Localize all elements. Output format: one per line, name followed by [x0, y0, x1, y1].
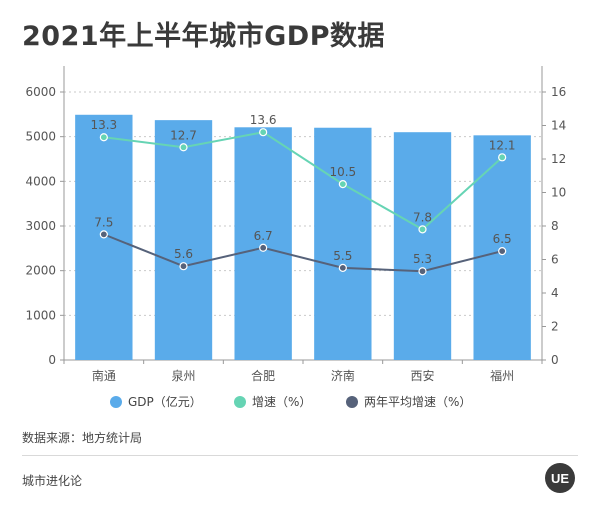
gdp-bar [393, 132, 452, 360]
avg-growth-point [179, 262, 188, 271]
y-tick-label-left: 1000 [25, 308, 56, 322]
brand-logo-text: UE [551, 471, 569, 486]
growth-data-label: 12.1 [489, 138, 516, 152]
avg-growth-data-label: 5.6 [174, 247, 193, 261]
avg-growth-point [338, 263, 347, 272]
y-tick-label-right: 16 [551, 85, 566, 99]
y-tick-label-right: 12 [551, 152, 566, 166]
growth-point [338, 180, 347, 189]
growth-data-label: 13.6 [250, 113, 277, 127]
brand-name: 城市进化论 [22, 474, 83, 488]
growth-line [103, 131, 503, 231]
divider [22, 455, 578, 456]
x-tick-label: 济南 [331, 368, 355, 383]
x-tick-label: 南通 [92, 368, 116, 383]
growth-data-label: 7.8 [413, 210, 432, 224]
y-tick-label-right: 2 [551, 320, 559, 334]
gdp-chart: 0 1000 2000 3000 4000 5000 6000 0 2 4 6 8 10 12 14 16 南通… [25, 66, 566, 409]
y-tick-label-right: 6 [551, 253, 559, 267]
growth-point [99, 133, 108, 142]
gdp-bar [154, 120, 213, 360]
x-tick-label: 西安 [410, 368, 434, 383]
growth-data-label: 13.3 [90, 118, 117, 132]
avg-growth-data-label: 7.5 [94, 215, 113, 229]
y-tick-label-left: 3000 [25, 219, 56, 233]
legend-gdp-label: GDP（亿元） [128, 394, 202, 409]
avg-growth-data-label: 5.3 [413, 252, 432, 266]
legend-avg-growth-label: 两年平均增速（%） [364, 395, 471, 409]
growth-data-label: 10.5 [329, 165, 356, 179]
brand-logo-icon: UE [545, 463, 575, 493]
y-tick-label-right: 4 [551, 286, 559, 300]
y-tick-label-left: 0 [48, 353, 56, 367]
avg-growth-data-label: 6.7 [254, 229, 273, 243]
avg-growth-point [99, 230, 108, 239]
y-tick-label-left: 4000 [25, 174, 56, 188]
legend-gdp-marker [110, 396, 122, 408]
avg-growth-point [418, 267, 427, 276]
growth-point [179, 143, 188, 152]
avg-growth-point [498, 247, 507, 256]
x-tick-label: 泉州 [171, 369, 195, 383]
avg-growth-data-label: 6.5 [493, 232, 512, 246]
y-tick-label-left: 6000 [25, 85, 56, 99]
avg-growth-line [103, 233, 503, 273]
chart-title: 2021年上半年城市GDP数据 [22, 21, 386, 52]
y-tick-label-left: 2000 [25, 264, 56, 278]
x-tick-label: 福州 [490, 368, 514, 383]
growth-data-label: 12.7 [170, 128, 197, 142]
y-tick-label-right: 0 [551, 353, 559, 367]
legend-growth-marker [234, 396, 246, 408]
growth-point [259, 128, 268, 137]
y-tick-label-right: 10 [551, 186, 566, 200]
data-source: 数据来源：地方统计局 [22, 431, 143, 445]
gdp-bar [314, 127, 372, 360]
legend-growth-label: 增速（%） [252, 395, 311, 409]
growth-point [418, 225, 427, 234]
x-tick-label: 合肥 [251, 368, 275, 383]
avg-growth-point [259, 243, 268, 252]
gdp-bar [234, 127, 292, 360]
growth-point [498, 153, 507, 162]
y-tick-label-right: 8 [551, 219, 559, 233]
avg-growth-data-label: 5.5 [333, 249, 352, 263]
legend-avg-growth-marker [346, 396, 358, 408]
y-tick-label-right: 14 [551, 119, 566, 133]
y-tick-label-left: 5000 [25, 130, 56, 144]
